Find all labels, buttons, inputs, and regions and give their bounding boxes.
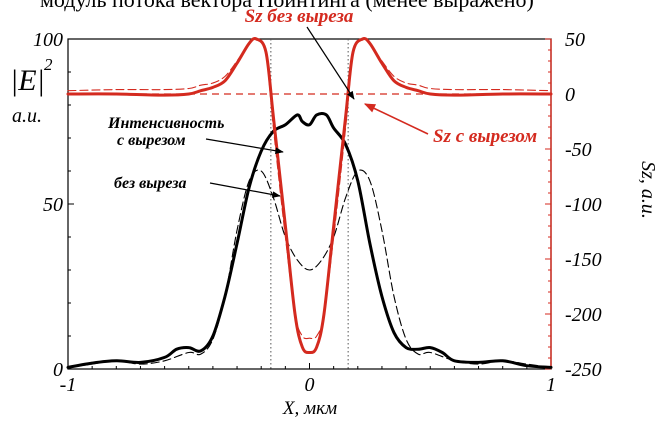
series-intensity-no-cut xyxy=(67,169,552,368)
left-tick-label: 100 xyxy=(33,29,63,51)
right-tick-label: -200 xyxy=(565,304,602,326)
x-tick-label: 0 xyxy=(305,374,315,396)
right-tick-label: -100 xyxy=(565,194,602,216)
arrow-sz-no-cut xyxy=(306,26,355,100)
annotation-with-cut: с вырезом xyxy=(117,132,186,149)
plot-frame xyxy=(67,38,552,370)
annotation-sz-cut: Sz с вырезом xyxy=(433,126,537,147)
x-axis-label: X, мкм xyxy=(282,398,337,419)
x-tick-label: 1 xyxy=(546,374,556,396)
right-tick-label: 50 xyxy=(565,29,585,51)
left-axis-label: |E| xyxy=(10,64,45,97)
arrow-sz-cut xyxy=(363,103,429,135)
left-axis-label-main: |E| xyxy=(10,64,45,97)
arrow-no-cut xyxy=(209,182,281,198)
left-tick-label: 0 xyxy=(53,359,63,381)
right-tick-label: -150 xyxy=(565,249,602,271)
right-axis-label: Sz, a.u. xyxy=(637,161,659,219)
right-tick-label: -250 xyxy=(565,359,602,381)
annotation-sz-no-cut: Sz без выреза xyxy=(245,6,354,27)
caption-fragment: модуль потока вектора Пойнтинга (менее в… xyxy=(40,0,662,13)
left-axis-unit: a.u. xyxy=(12,105,42,127)
series-sz-with-cut xyxy=(66,37,553,355)
right-tick-label: 0 xyxy=(565,84,575,106)
series-sz-no-cut xyxy=(67,37,552,340)
left-axis-label-sup: 2 xyxy=(44,55,53,74)
right-tick-label: -50 xyxy=(565,139,592,161)
arrow-intensity xyxy=(205,138,284,155)
x-tick-label: -1 xyxy=(60,374,77,396)
left-tick-label: 50 xyxy=(43,194,63,216)
annotation-intensity: Интенсивность xyxy=(107,115,224,132)
annotation-no-cut: без выреза xyxy=(114,175,187,192)
series-intensity-with-cut xyxy=(66,111,553,369)
